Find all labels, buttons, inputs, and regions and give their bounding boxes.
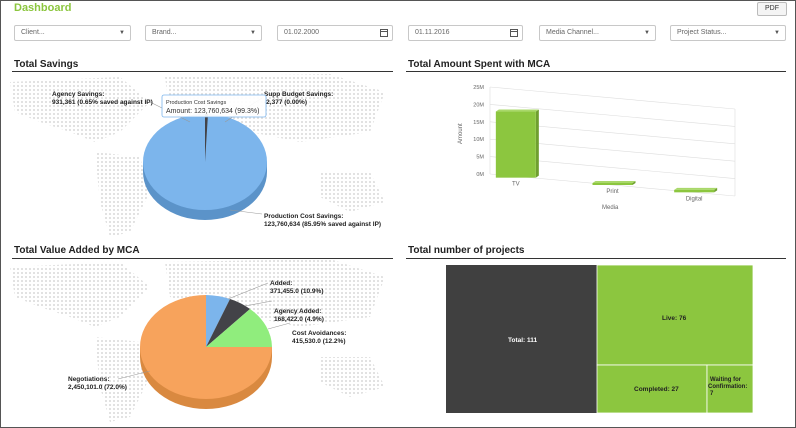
agency-added-value: 168,422.0 (4.9%) <box>274 316 324 323</box>
waiting-label-line2: Confirmation: <box>708 384 747 390</box>
media-channel-value: Media Channel... <box>546 29 599 36</box>
date-from-input[interactable]: 01.02.2000 <box>277 25 393 41</box>
y-axis-label: Amount <box>458 123 464 144</box>
bar-print[interactable] <box>592 183 633 185</box>
live-projects-label: Live: 76 <box>662 315 687 322</box>
supp-savings-label: Supp Budget Savings: <box>264 91 333 98</box>
waiting-label-line3: 7 <box>710 391 714 397</box>
divider <box>12 71 393 72</box>
divider <box>12 258 393 259</box>
divider <box>406 71 786 72</box>
y-tick-label: 25M <box>473 85 484 91</box>
date-to-value: 01.11.2016 <box>415 29 450 36</box>
pie-slice-added[interactable] <box>206 295 230 347</box>
bar-tv[interactable] <box>495 111 536 178</box>
y-tick-label: 20M <box>473 102 484 108</box>
y-tick-label: 5M <box>476 155 484 161</box>
tooltip-title: Production Cost Savings <box>166 100 226 106</box>
divider <box>406 258 786 259</box>
total-savings-title: Total Savings <box>14 59 79 70</box>
savings-pie[interactable] <box>143 114 267 220</box>
negotiations-value: 2,450,101.0 (72.0%) <box>68 384 127 391</box>
total-savings-chart: Agency Savings: 931,361 (0.65% saved aga… <box>10 74 385 237</box>
tooltip-value: Amount: 123,760,634 (99.3%) <box>166 108 259 115</box>
brand-select-value: Brand... <box>152 29 177 36</box>
projects-treemap: Total: 111 Live: 76 Completed: 27 Waitin… <box>446 264 754 414</box>
chevron-down-icon: ▼ <box>644 30 650 36</box>
grid-line <box>489 104 736 127</box>
media-channel-select[interactable]: Media Channel... ▼ <box>539 25 656 41</box>
negotiations-label: Negotiations: <box>68 376 110 383</box>
x-tick-label: Print <box>606 189 619 195</box>
chevron-down-icon: ▼ <box>250 30 256 36</box>
agency-added-label: Agency Added: <box>274 308 321 315</box>
agency-savings-label: Agency Savings: <box>52 91 104 98</box>
calendar-icon[interactable] <box>510 29 518 37</box>
bar-top <box>495 109 539 112</box>
client-select-value: Client... <box>21 29 45 36</box>
bar-top <box>674 187 718 190</box>
value-added-pie[interactable] <box>140 295 272 399</box>
bar-side <box>714 187 718 193</box>
project-status-value: Project Status... <box>677 29 727 36</box>
chevron-down-icon: ▼ <box>774 30 780 36</box>
bar-side <box>632 181 636 185</box>
treemap-cell-total[interactable] <box>446 265 597 413</box>
pdf-button[interactable]: PDF <box>757 2 787 16</box>
x-tick-label: Digital <box>686 196 703 202</box>
x-tick-label: TV <box>512 182 520 188</box>
pie-slice-agency-added[interactable] <box>206 299 250 347</box>
total-projects-label: Total: 111 <box>508 337 538 344</box>
bar-digital[interactable] <box>674 189 715 193</box>
pie-tooltip: Production Cost Savings Amount: 123,760,… <box>161 94 267 118</box>
treemap-cell-completed[interactable] <box>596 364 708 414</box>
production-savings-label: Production Cost Savings: <box>264 213 343 220</box>
page-title: Dashboard <box>14 2 72 14</box>
treemap-cell-live[interactable] <box>596 264 754 366</box>
value-added-chart: Added: 371,455.0 (10.9%) Agency Added: 1… <box>10 259 385 422</box>
y-tick-label: 10M <box>473 137 484 143</box>
added-label: Added: <box>270 280 292 287</box>
amount-spent-chart: 0M 5M 10M 15M 20M 25M Amount Media TV Print Dig… <box>458 85 736 211</box>
bar-side <box>535 109 539 178</box>
y-tick-label: 0M <box>476 172 484 178</box>
pie-slice-agency[interactable] <box>205 114 208 162</box>
waiting-label-line1: Waiting for <box>710 377 742 383</box>
calendar-icon[interactable] <box>380 29 388 37</box>
pie-slice-negotiations[interactable] <box>140 295 272 399</box>
projects-title: Total number of projects <box>408 245 525 256</box>
project-status-select[interactable]: Project Status... ▼ <box>670 25 786 41</box>
client-select[interactable]: Client... ▼ <box>14 25 131 41</box>
brand-select[interactable]: Brand... ▼ <box>145 25 262 41</box>
grid-line <box>489 86 736 110</box>
chevron-down-icon: ▼ <box>119 30 125 36</box>
added-value: 371,455.0 (10.9%) <box>270 288 323 295</box>
amount-spent-title: Total Amount Spent with MCA <box>408 59 551 70</box>
production-savings-value: 123,760,634 (85.95% saved against IP) <box>264 221 381 228</box>
date-to-input[interactable]: 01.11.2016 <box>408 25 523 41</box>
treemap-cell-waiting[interactable] <box>706 364 754 414</box>
date-from-value: 01.02.2000 <box>284 29 320 36</box>
supp-savings-value: -2,377 (0.00%) <box>264 99 307 106</box>
x-axis-label: Media <box>602 205 619 211</box>
y-tick-label: 15M <box>473 120 484 126</box>
bar-top <box>592 181 636 183</box>
cost-avoidances-label: Cost Avoidances: <box>292 330 346 337</box>
value-added-title: Total Value Added by MCA <box>14 245 140 256</box>
pie-slice-cost-avoidances[interactable] <box>206 309 272 347</box>
cost-avoidances-value: 415,530.0 (12.2%) <box>292 338 345 345</box>
agency-savings-value: 931,361 (0.65% saved against IP) <box>52 99 153 106</box>
completed-projects-label: Completed: 27 <box>634 386 679 393</box>
